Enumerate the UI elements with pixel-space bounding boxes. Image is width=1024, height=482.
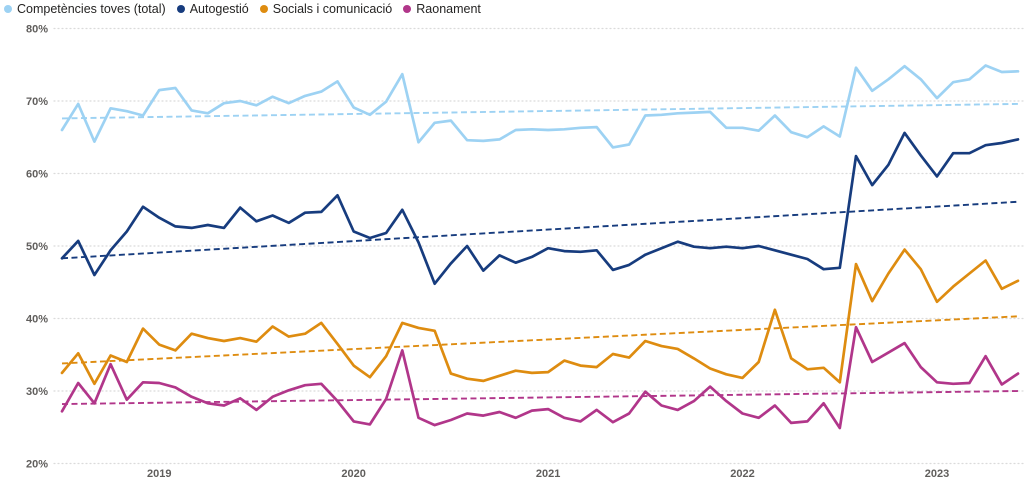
legend: Competències toves (total) Autogestió So… (4, 1, 492, 17)
x-axis-year-label: 2022 (730, 468, 754, 480)
legend-item-socials-i-comunicacio[interactable]: Socials i comunicació (259, 1, 393, 17)
legend-item-competencies-toves-total[interactable]: Competències toves (total) (4, 1, 166, 17)
series-line-autogestio[interactable] (60, 131, 1020, 286)
legend-item-raonament[interactable]: Raonament (403, 1, 481, 17)
x-axis-year-label: 2021 (536, 468, 560, 480)
y-axis-tick-label: 70% (26, 96, 48, 108)
legend-item-label: Socials i comunicació (272, 2, 393, 16)
series-line-socials[interactable] (60, 248, 1020, 386)
series-line-total[interactable] (60, 64, 1020, 149)
x-axis-year-label: 2019 (147, 468, 171, 480)
trend-line-total (61, 102, 1019, 120)
y-axis-tick-label: 60% (26, 169, 48, 181)
legend-color-dot-icon (176, 5, 185, 13)
legend-color-dot-icon (403, 5, 412, 13)
legend-color-dot-icon (259, 5, 268, 13)
trend-line-socials (61, 315, 1019, 365)
y-axis-tick-label: 50% (26, 241, 48, 253)
trend-line-raonament (61, 390, 1019, 405)
axis-labels: 80% 70% 60% 50% 40% 30% 20% 2019 2020 2021 2022 202… (26, 24, 949, 481)
trend-line-autogestio (61, 200, 1019, 260)
y-axis-tick-label: 80% (26, 24, 48, 36)
legend-color-dot-icon (4, 5, 12, 13)
series-line-raonament[interactable] (60, 325, 1020, 430)
legend-item-label: Autogestió (189, 2, 249, 16)
y-axis-tick-label: 20% (26, 459, 48, 471)
trend-lines (61, 102, 1019, 405)
data-series (60, 64, 1020, 430)
legend-item-label: Competències toves (total) (17, 2, 166, 16)
legend-item-label: Raonament (416, 2, 481, 16)
x-axis-year-label: 2023 (925, 468, 949, 480)
y-axis-tick-label: 30% (26, 386, 48, 398)
y-axis-tick-label: 40% (26, 314, 48, 326)
gridlines (53, 27, 1024, 465)
x-axis-year-label: 2020 (341, 468, 365, 480)
legend-item-autogestio[interactable]: Autogestió (176, 1, 249, 17)
